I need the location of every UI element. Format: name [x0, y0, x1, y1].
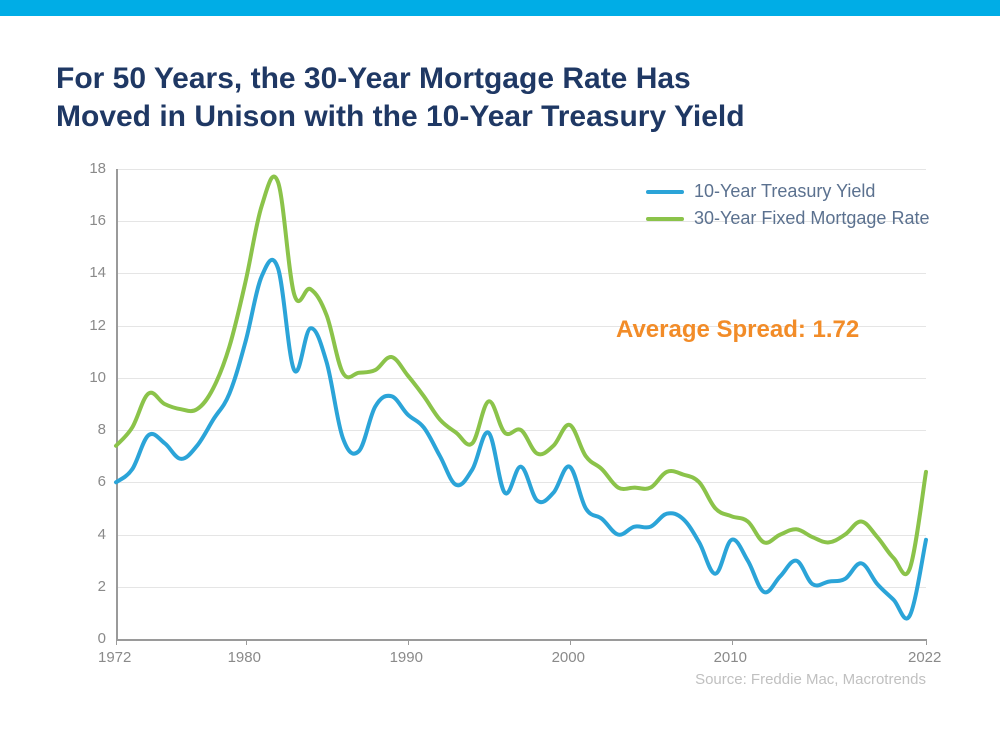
- title-line-2: Moved in Unison with the 10-Year Treasur…: [56, 100, 745, 133]
- page-container: For 50 Years, the 30-Year Mortgage Rate …: [0, 16, 1000, 709]
- chart-svg: [56, 159, 936, 689]
- legend-item: 10-Year Treasury Yield: [646, 181, 929, 202]
- legend-swatch: [646, 217, 684, 221]
- legend-label: 30-Year Fixed Mortgage Rate: [694, 208, 929, 229]
- source-credit: Source: Freddie Mac, Macrotrends: [695, 671, 926, 688]
- annotation-average-spread: Average Spread: 1.72: [616, 316, 859, 344]
- legend-label: 10-Year Treasury Yield: [694, 181, 875, 202]
- legend: 10-Year Treasury Yield 30-Year Fixed Mort…: [646, 181, 929, 235]
- chart-title: For 50 Years, the 30-Year Mortgage Rate …: [56, 60, 944, 135]
- legend-swatch: [646, 190, 684, 194]
- legend-item: 30-Year Fixed Mortgage Rate: [646, 208, 929, 229]
- line-chart: 0246810121416181972198019902000201020221…: [56, 159, 936, 689]
- title-line-1: For 50 Years, the 30-Year Mortgage Rate …: [56, 62, 691, 95]
- top-accent-bar: [0, 0, 1000, 16]
